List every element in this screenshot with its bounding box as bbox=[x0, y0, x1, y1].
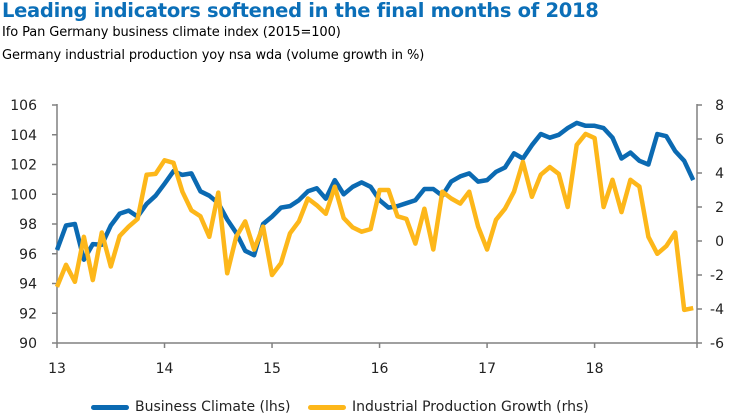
right-tick-label: -4 bbox=[710, 302, 724, 318]
series-line-business-climate bbox=[54, 120, 696, 262]
legend-label: Business Climate (lhs) bbox=[135, 399, 291, 415]
left-tick-label: 98 bbox=[19, 217, 37, 233]
left-tick-label: 90 bbox=[19, 336, 37, 352]
x-tick-label: 15 bbox=[263, 361, 281, 377]
chart-title: Leading indicators softened in the final… bbox=[2, 0, 599, 22]
legend-item-industrial-production: Industrial Production Growth (rhs) bbox=[308, 399, 589, 415]
legend-label: Industrial Production Growth (rhs) bbox=[352, 399, 589, 415]
x-tick-label: 13 bbox=[48, 361, 66, 377]
x-tick-label: 18 bbox=[586, 361, 604, 377]
legend-item-business-climate: Business Climate (lhs) bbox=[91, 399, 291, 415]
legend-swatch-blue bbox=[91, 404, 129, 410]
legend-swatch-orange bbox=[308, 404, 346, 410]
left-tick-label: 92 bbox=[19, 306, 37, 322]
right-tick-label: -6 bbox=[710, 336, 724, 352]
left-tick-label: 104 bbox=[10, 128, 37, 144]
right-tick-label: 6 bbox=[715, 132, 724, 148]
chart-subtitle-1: Ifo Pan Germany business climate index (… bbox=[2, 25, 341, 40]
right-tick-label: 8 bbox=[715, 98, 724, 114]
left-tick-label: 106 bbox=[10, 98, 37, 114]
right-tick-label: 0 bbox=[715, 234, 724, 250]
right-tick-label: 4 bbox=[715, 166, 724, 182]
x-tick-label: 16 bbox=[371, 361, 389, 377]
left-tick-label: 102 bbox=[10, 158, 37, 174]
left-tick-label: 94 bbox=[19, 277, 37, 293]
x-tick-label: 17 bbox=[478, 361, 496, 377]
left-tick-label: 96 bbox=[19, 247, 37, 263]
right-tick-label: -2 bbox=[710, 268, 724, 284]
x-tick-label: 14 bbox=[156, 361, 174, 377]
series-line-industrial-production bbox=[54, 131, 694, 313]
chart-subtitle-2: Germany industrial production yoy nsa wd… bbox=[2, 48, 425, 63]
left-tick-label: 100 bbox=[10, 187, 37, 203]
right-tick-label: 2 bbox=[715, 200, 724, 216]
